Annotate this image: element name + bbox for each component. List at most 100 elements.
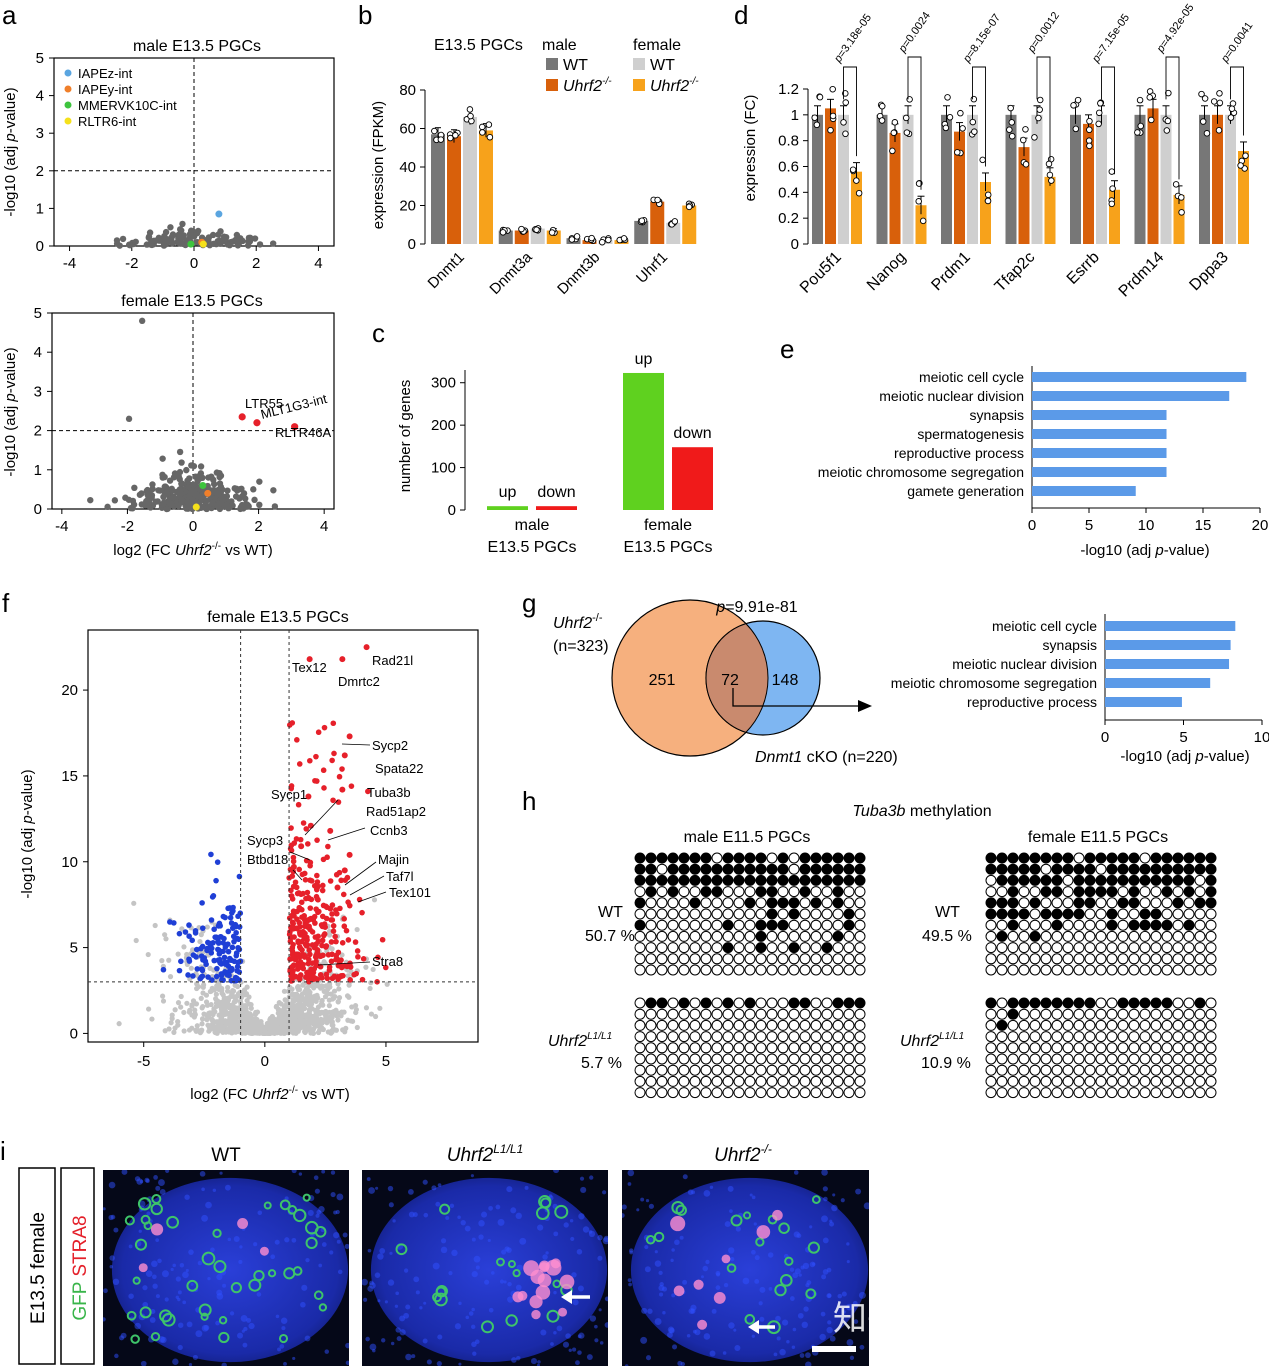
gene-label: Stra8 <box>372 954 403 969</box>
legend-label: WT <box>650 57 675 74</box>
category-label: Esrrb <box>1064 249 1103 288</box>
bar <box>902 114 914 244</box>
methylation-dot <box>634 1019 646 1031</box>
nucleus <box>240 1314 248 1322</box>
methylation-dot <box>1029 1042 1041 1054</box>
up-point <box>297 945 304 952</box>
methylation-dot <box>1194 964 1206 976</box>
data-point <box>87 496 94 504</box>
data-point <box>346 994 352 1000</box>
replicate-dot <box>533 226 540 234</box>
methylation-dot <box>733 964 745 976</box>
panel-letter-b: b <box>358 0 372 30</box>
gfp-cell <box>480 1320 494 1334</box>
methylation-dot <box>810 1053 822 1065</box>
y-axis-label: expression (FC) <box>742 95 759 202</box>
data-point <box>162 932 168 938</box>
replicate-dot <box>1048 177 1055 184</box>
gfp-cell <box>186 1279 199 1292</box>
up-point <box>290 868 297 875</box>
methylation-dot <box>722 1042 734 1054</box>
methylation-dot <box>821 1031 833 1043</box>
nucleus <box>277 1347 282 1352</box>
gene-label: Rad21l <box>372 653 413 668</box>
methylation-dot <box>689 886 701 898</box>
methylation-dot <box>777 1042 789 1054</box>
y-tick-label: 1 <box>791 107 799 124</box>
replicate-dot <box>970 95 978 103</box>
methylation-dot <box>1128 874 1140 886</box>
nucleus <box>155 1238 160 1243</box>
nucleus <box>457 1215 461 1220</box>
replicate-dot <box>1178 194 1185 201</box>
replicate-dot <box>548 229 556 236</box>
replicate-dot <box>1237 162 1244 169</box>
data-point <box>291 1029 297 1035</box>
data-point <box>200 984 206 990</box>
group-label: female <box>644 517 692 534</box>
methylation-dot <box>645 1053 657 1065</box>
methylation-dot <box>1128 897 1140 909</box>
methylation-dot <box>810 1042 822 1054</box>
methylation-dot <box>744 953 756 965</box>
nucleus <box>794 1268 801 1275</box>
down-point <box>199 943 206 950</box>
gfp-cell <box>292 1266 303 1276</box>
methylation-dot <box>733 852 745 864</box>
female-mut-pct: 10.9 % <box>921 1055 971 1072</box>
data-point <box>203 992 210 998</box>
methylation-dot <box>1139 1008 1151 1020</box>
data-point <box>241 1007 247 1014</box>
methylation-dot <box>1128 908 1140 920</box>
data-point <box>331 995 337 1001</box>
methylation-dot <box>1117 852 1129 864</box>
methylation-dot <box>1062 1064 1074 1076</box>
methylation-dot <box>678 886 690 898</box>
nucleus <box>407 1188 414 1195</box>
data-point <box>206 1010 212 1016</box>
methylation-dot <box>1205 852 1217 864</box>
methylation-dot <box>843 942 855 954</box>
category-label: Prdm1 <box>928 249 973 294</box>
methylation-dot <box>1128 863 1140 875</box>
methylation-dot <box>1051 964 1063 976</box>
methylation-dot <box>1205 919 1217 931</box>
nucleus <box>671 1248 675 1252</box>
methylation-dot <box>788 1075 800 1087</box>
nucleus <box>516 1356 521 1361</box>
methylation-dot <box>799 930 811 942</box>
data-point <box>251 496 258 504</box>
x-tick-label: 0 <box>190 255 198 272</box>
up-point <box>297 972 304 978</box>
methylation-dot <box>1007 897 1019 909</box>
data-point <box>138 317 146 325</box>
up-point <box>296 890 302 896</box>
gfp-cell <box>743 1211 752 1220</box>
methylation-dot <box>1073 953 1085 965</box>
bar <box>1032 372 1247 382</box>
data-point <box>204 1017 210 1023</box>
data-point <box>131 484 138 491</box>
data-point <box>219 987 225 994</box>
methylation-dot <box>1007 874 1019 886</box>
methylation-dot <box>1205 874 1217 886</box>
nucleus <box>172 1358 179 1365</box>
up-point <box>296 761 303 767</box>
methylation-dot <box>1029 953 1041 965</box>
up-point <box>321 724 328 731</box>
methylation-dot <box>744 1087 756 1099</box>
methylation-dot <box>985 1053 997 1065</box>
methylation-dot <box>1106 919 1118 931</box>
methylation-dot <box>1194 886 1206 898</box>
category-label: meiotic nuclear division <box>952 656 1097 672</box>
nucleus <box>515 1212 522 1220</box>
bar <box>1199 114 1210 244</box>
methylation-dot <box>1194 1008 1206 1020</box>
nucleus <box>437 1183 442 1187</box>
nucleus <box>109 1265 113 1269</box>
nucleus <box>797 1312 804 1319</box>
labeled-gene-point <box>290 863 297 870</box>
methylation-dot <box>788 897 800 909</box>
